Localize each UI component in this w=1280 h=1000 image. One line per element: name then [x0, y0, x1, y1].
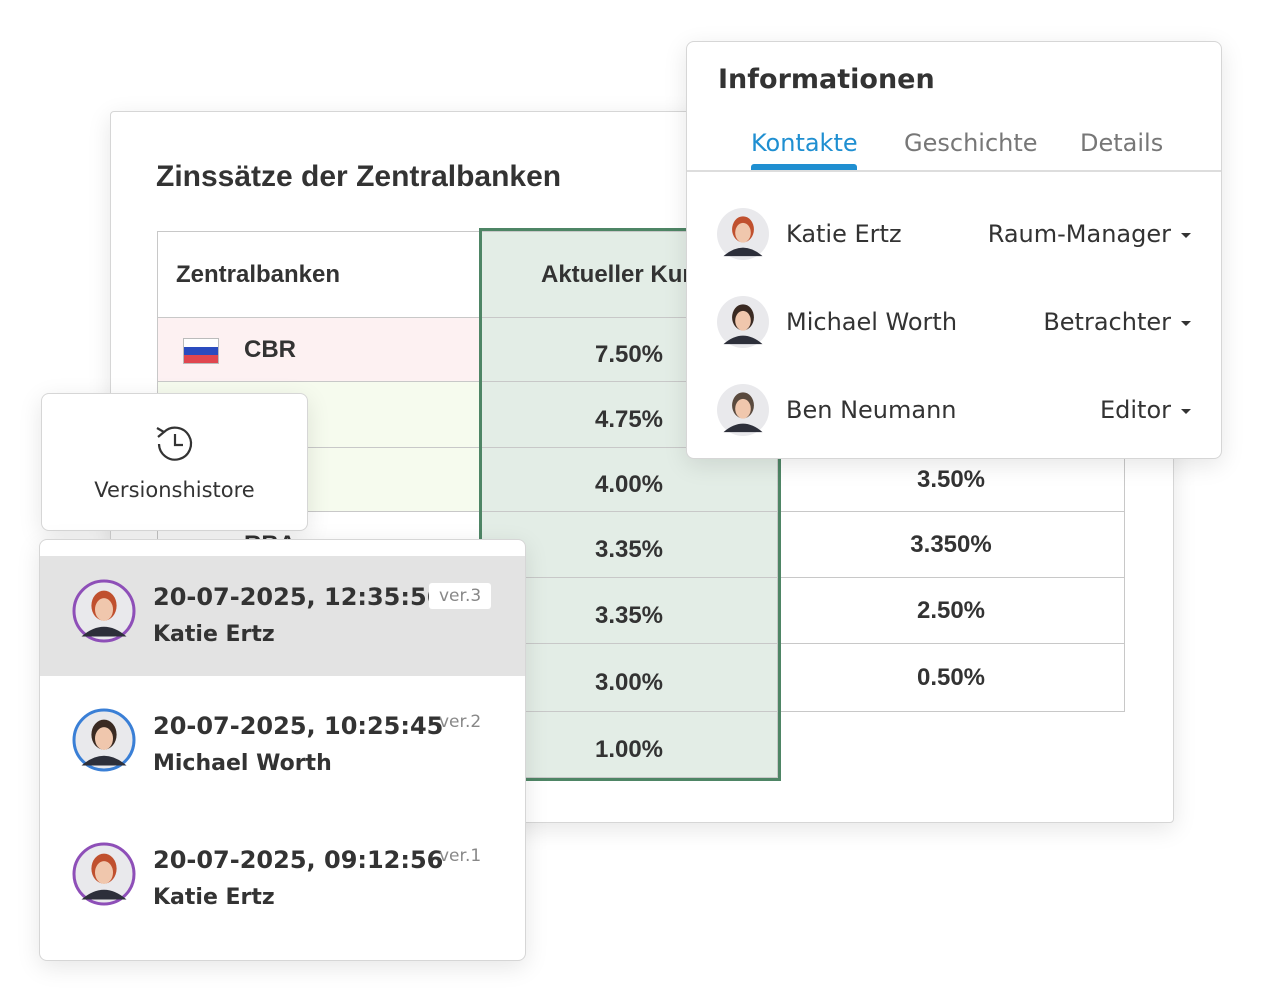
previous-cell: 0.50%	[777, 643, 1125, 712]
dropdown-caret	[1181, 408, 1191, 414]
version-history-button[interactable]: Versionshistore	[41, 393, 308, 531]
rate-cell: 3.00%	[480, 643, 778, 712]
contact-name: Ben Neumann	[786, 396, 957, 424]
contact-name: Michael Worth	[786, 308, 958, 336]
button-label: Versionshistore	[94, 478, 255, 502]
rate-value: 3.35%	[594, 535, 664, 563]
rate-cell: 3.35%	[480, 577, 778, 644]
tab-indicator	[751, 164, 857, 170]
header-text: Zentralbanken	[176, 260, 341, 288]
rate-value: 3.00%	[594, 668, 664, 696]
history-icon	[156, 426, 193, 461]
version-tag: ver.2	[439, 712, 482, 732]
tab[interactable]: Details	[1080, 129, 1164, 157]
previous-value: 2.50%	[916, 596, 986, 624]
rate-value: 7.50%	[594, 340, 664, 368]
version-timestamp: 20-07-2025, 12:35:56	[153, 583, 444, 611]
avatar	[72, 579, 136, 643]
tab[interactable]: Kontakte	[751, 129, 858, 157]
previous-cell: 3.350%	[777, 511, 1125, 578]
rate-value: 1.00%	[594, 735, 664, 763]
role-dropdown[interactable]: Editor	[1100, 396, 1191, 424]
rate-cell: 1.00%	[480, 711, 778, 778]
previous-value: 3.350%	[910, 530, 992, 558]
version-author: Michael Worth	[153, 751, 332, 776]
role-dropdown[interactable]: Betrachter	[1043, 308, 1191, 336]
version-author: Katie Ertz	[153, 885, 275, 910]
avatar	[717, 296, 769, 348]
contact-name: Katie Ertz	[786, 220, 902, 248]
flag	[183, 338, 219, 364]
previous-value: 3.50%	[916, 465, 986, 493]
role-label: Editor	[1099, 396, 1171, 424]
avatar	[717, 384, 769, 436]
previous-value: 0.50%	[916, 663, 986, 691]
header-text: Aktueller Kurs	[541, 260, 706, 288]
avatar	[72, 842, 136, 906]
avatar	[717, 208, 769, 260]
sheet-title: Zinssätze der Zentralbanken	[156, 160, 562, 193]
previous-cell: 2.50%	[777, 577, 1125, 644]
version-author: Katie Ertz	[153, 622, 275, 647]
dropdown-caret	[1181, 320, 1191, 326]
panel-title: Informationen	[718, 64, 935, 95]
bank-name: CBR	[244, 335, 296, 363]
version-tag: ver.1	[439, 846, 482, 866]
rate-value: 3.35%	[594, 601, 664, 629]
version-timestamp: 20-07-2025, 09:12:56	[153, 846, 444, 874]
rate-value: 4.75%	[594, 405, 664, 433]
version-timestamp: 20-07-2025, 10:25:45	[153, 712, 444, 740]
role-dropdown[interactable]: Raum-Manager	[988, 220, 1191, 248]
dropdown-caret	[1181, 232, 1191, 238]
rate-value: 4.00%	[594, 470, 664, 498]
versions-panel: 20-07-2025, 12:35:56 Katie Ertz ver.3 20-0…	[39, 539, 526, 961]
header-cell: Zentralbanken	[157, 231, 481, 318]
version-tag: ver.3	[429, 583, 492, 609]
info-panel: Informationen Kontakte Geschichte Detail…	[686, 41, 1222, 459]
role-label: Raum-Manager	[987, 220, 1171, 248]
divider	[687, 170, 1221, 172]
tab[interactable]: Geschichte	[904, 129, 1038, 157]
bank-cell: CBR	[157, 317, 481, 382]
role-label: Betrachter	[1043, 308, 1171, 336]
rate-cell: 3.35%	[480, 511, 778, 578]
avatar	[72, 708, 136, 772]
